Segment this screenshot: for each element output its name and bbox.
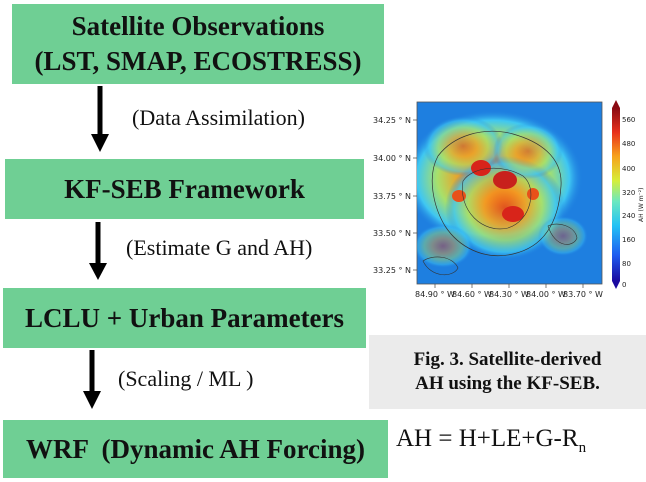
satellite-observations-box: Satellite Observations (LST, SMAP, ECOST… xyxy=(12,4,384,84)
scaling-ml-label: (Scaling / ML ) xyxy=(118,366,254,391)
anthropogenic-heat-map: 34.25 ° N 34.00 ° N 33.75 ° N 33.50 ° N … xyxy=(373,100,645,299)
x-tick-label: 83.70 ° W xyxy=(563,290,603,299)
colorbar-tick: 0 xyxy=(622,281,626,289)
equation-main: AH = H+LE+G-R xyxy=(396,425,579,452)
equation-subscript: n xyxy=(578,440,587,456)
x-tick-label: 84.60 ° W xyxy=(452,290,492,299)
y-tick-label: 33.50 ° N xyxy=(373,229,411,238)
colorbar-gradient xyxy=(612,108,620,281)
heat-field xyxy=(417,110,588,275)
x-tick-label: 84.00 ° W xyxy=(526,290,566,299)
colorbar: 560 480 400 320 240 160 80 0 AH (W m⁻²) xyxy=(612,100,645,289)
lclu-urban-parameters-title: LCLU + Urban Parameters xyxy=(24,302,345,333)
colorbar-label: AH (W m⁻²) xyxy=(638,188,645,222)
colorbar-tick: 400 xyxy=(622,165,635,173)
x-tick-label: 84.30 ° W xyxy=(489,290,529,299)
colorbar-tick: 480 xyxy=(622,140,635,148)
x-tick-label: 84.90 ° W xyxy=(415,290,455,299)
figure-caption: Fig. 3. Satellite-derived AH using the K… xyxy=(369,335,646,409)
satellite-observations-sources: (LST, SMAP, ECOSTRESS) xyxy=(34,46,362,76)
x-axis-ticks: 84.90 ° W 84.60 ° W 84.30 ° W 84.00 ° W … xyxy=(415,284,603,299)
wrf-dynamic-ah-box: WRF (Dynamic AH Forcing) xyxy=(3,420,388,478)
lclu-urban-parameters-box: LCLU + Urban Parameters xyxy=(3,288,366,348)
ah-equation: AH = H+LE+G-Rn xyxy=(396,425,586,457)
estimate-g-ah-label: (Estimate G and AH) xyxy=(126,235,313,260)
colorbar-bottom-extend xyxy=(612,281,620,289)
kf-seb-framework-title: KF-SEB Framework xyxy=(64,173,305,204)
y-tick-label: 34.25 ° N xyxy=(373,116,411,125)
y-tick-label: 33.25 ° N xyxy=(373,266,411,275)
arrow-down-icon xyxy=(83,350,101,409)
data-assimilation-label: (Data Assimilation) xyxy=(132,105,305,130)
arrow-down-icon xyxy=(91,86,109,152)
caption-line-2: AH using the KF-SEB. xyxy=(415,373,600,394)
y-tick-label: 34.00 ° N xyxy=(373,154,411,163)
y-axis-ticks: 34.25 ° N 34.00 ° N 33.75 ° N 33.50 ° N … xyxy=(373,116,417,275)
satellite-observations-title: Satellite Observations xyxy=(71,11,325,42)
colorbar-tick: 160 xyxy=(622,236,635,244)
caption-line-1: Fig. 3. Satellite-derived xyxy=(413,348,602,370)
colorbar-tick: 560 xyxy=(622,116,635,124)
colorbar-tick: 320 xyxy=(622,189,635,197)
wrf-dynamic-ah-title: WRF (Dynamic AH Forcing) xyxy=(26,433,365,464)
colorbar-tick: 240 xyxy=(622,212,635,220)
kf-seb-framework-box: KF-SEB Framework xyxy=(5,159,364,219)
y-tick-label: 33.75 ° N xyxy=(373,192,411,201)
colorbar-top-extend xyxy=(612,100,620,108)
colorbar-tick: 80 xyxy=(622,260,631,268)
arrow-down-icon xyxy=(89,222,107,280)
